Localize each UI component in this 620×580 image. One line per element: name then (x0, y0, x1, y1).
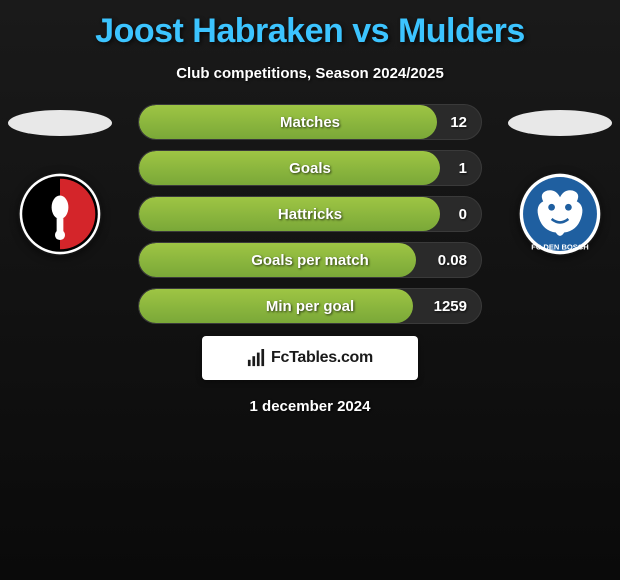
stat-value: 0 (459, 197, 467, 232)
helmond-badge-icon (18, 172, 102, 256)
date-text: 1 december 2024 (0, 398, 620, 415)
chart-icon (247, 349, 265, 367)
club-badge-right: FC DEN BOSCH (518, 172, 602, 256)
stat-label: Matches (139, 105, 481, 140)
stat-value: 1259 (434, 289, 467, 324)
stats-container: Matches12 Goals1 Hattricks0 Goals per match… (138, 104, 482, 324)
stat-row: Min per goal1259 (138, 288, 482, 324)
stat-label: Hattricks (139, 197, 481, 232)
comparison-area: FC DEN BOSCH Matches12 Goals1 Hattricks0 Go… (0, 104, 620, 415)
den-bosch-badge-icon: FC DEN BOSCH (518, 172, 602, 256)
stat-value: 0.08 (438, 243, 467, 278)
player-avatar-right (508, 110, 612, 136)
brand-text: FcTables.com (271, 349, 373, 367)
subtitle: Club competitions, Season 2024/2025 (0, 65, 620, 82)
stat-label: Min per goal (139, 289, 481, 324)
svg-text:FC DEN BOSCH: FC DEN BOSCH (531, 242, 588, 251)
stat-value: 12 (450, 105, 467, 140)
stat-row: Goals1 (138, 150, 482, 186)
page-title: Joost Habraken vs Mulders (0, 0, 620, 51)
brand-box[interactable]: FcTables.com (202, 336, 418, 380)
stat-label: Goals (139, 151, 481, 186)
stat-row: Matches12 (138, 104, 482, 140)
stat-row: Goals per match0.08 (138, 242, 482, 278)
stat-label: Goals per match (139, 243, 481, 278)
player-avatar-left (8, 110, 112, 136)
club-badge-left (18, 172, 102, 256)
stat-value: 1 (459, 151, 467, 186)
stat-row: Hattricks0 (138, 196, 482, 232)
